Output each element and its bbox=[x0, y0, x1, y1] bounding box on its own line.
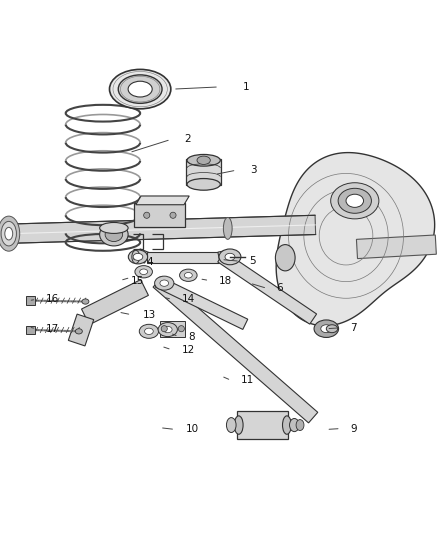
FancyBboxPatch shape bbox=[26, 296, 35, 305]
Ellipse shape bbox=[110, 69, 171, 109]
Text: 12: 12 bbox=[182, 345, 195, 355]
Text: 15: 15 bbox=[131, 276, 144, 286]
Ellipse shape bbox=[100, 222, 128, 233]
Ellipse shape bbox=[132, 251, 140, 263]
Ellipse shape bbox=[197, 156, 210, 165]
FancyBboxPatch shape bbox=[134, 204, 185, 227]
Polygon shape bbox=[11, 215, 316, 243]
Ellipse shape bbox=[128, 81, 152, 97]
Text: 10: 10 bbox=[186, 424, 199, 434]
Ellipse shape bbox=[184, 272, 192, 278]
Ellipse shape bbox=[338, 188, 371, 213]
Ellipse shape bbox=[219, 249, 241, 265]
Ellipse shape bbox=[139, 324, 159, 338]
Ellipse shape bbox=[135, 265, 152, 278]
Ellipse shape bbox=[326, 325, 338, 333]
FancyBboxPatch shape bbox=[237, 411, 288, 439]
Text: 1: 1 bbox=[243, 82, 250, 92]
Text: 8: 8 bbox=[188, 332, 195, 342]
Ellipse shape bbox=[128, 250, 148, 264]
Ellipse shape bbox=[346, 194, 364, 207]
Polygon shape bbox=[147, 252, 219, 263]
Text: 7: 7 bbox=[350, 323, 357, 333]
Ellipse shape bbox=[226, 418, 236, 432]
Ellipse shape bbox=[331, 183, 379, 219]
Ellipse shape bbox=[75, 329, 82, 334]
Ellipse shape bbox=[234, 416, 243, 434]
Ellipse shape bbox=[0, 216, 20, 251]
Text: 9: 9 bbox=[350, 424, 357, 433]
Text: 18: 18 bbox=[219, 276, 232, 286]
Ellipse shape bbox=[82, 299, 89, 304]
Text: 2: 2 bbox=[184, 134, 191, 144]
FancyBboxPatch shape bbox=[26, 326, 35, 334]
Text: 11: 11 bbox=[241, 375, 254, 385]
Polygon shape bbox=[136, 196, 189, 205]
Ellipse shape bbox=[276, 245, 295, 271]
Polygon shape bbox=[155, 277, 248, 329]
Text: 6: 6 bbox=[276, 284, 283, 293]
Circle shape bbox=[178, 326, 184, 332]
Text: 5: 5 bbox=[250, 256, 256, 266]
Polygon shape bbox=[81, 280, 148, 325]
Text: 4: 4 bbox=[147, 257, 153, 267]
Ellipse shape bbox=[118, 75, 162, 103]
Ellipse shape bbox=[133, 253, 143, 260]
Ellipse shape bbox=[5, 228, 13, 240]
Ellipse shape bbox=[314, 320, 339, 337]
Ellipse shape bbox=[158, 322, 177, 336]
Ellipse shape bbox=[321, 325, 332, 333]
Polygon shape bbox=[136, 249, 149, 263]
Ellipse shape bbox=[140, 269, 148, 274]
Ellipse shape bbox=[223, 217, 232, 239]
Text: 3: 3 bbox=[250, 165, 256, 175]
FancyBboxPatch shape bbox=[186, 159, 221, 185]
Polygon shape bbox=[357, 235, 436, 259]
Circle shape bbox=[161, 326, 167, 332]
Polygon shape bbox=[218, 250, 231, 263]
Ellipse shape bbox=[160, 280, 169, 286]
Ellipse shape bbox=[100, 223, 128, 246]
Ellipse shape bbox=[180, 269, 197, 281]
Polygon shape bbox=[0, 224, 11, 243]
Text: 16: 16 bbox=[46, 294, 59, 304]
Polygon shape bbox=[68, 314, 94, 346]
Ellipse shape bbox=[187, 179, 220, 190]
Text: 13: 13 bbox=[142, 310, 155, 320]
Ellipse shape bbox=[283, 416, 291, 434]
Ellipse shape bbox=[290, 418, 299, 432]
Ellipse shape bbox=[155, 276, 174, 290]
Text: 17: 17 bbox=[46, 324, 59, 334]
Ellipse shape bbox=[187, 155, 220, 166]
Ellipse shape bbox=[296, 419, 304, 431]
FancyBboxPatch shape bbox=[160, 321, 185, 336]
Polygon shape bbox=[218, 252, 317, 324]
Polygon shape bbox=[276, 152, 434, 326]
Text: 14: 14 bbox=[182, 294, 195, 304]
Polygon shape bbox=[153, 277, 318, 423]
Ellipse shape bbox=[1, 221, 17, 246]
Ellipse shape bbox=[225, 253, 235, 261]
Ellipse shape bbox=[145, 328, 153, 335]
Circle shape bbox=[144, 212, 150, 219]
Ellipse shape bbox=[163, 326, 172, 333]
Ellipse shape bbox=[105, 228, 123, 241]
Circle shape bbox=[170, 212, 176, 219]
